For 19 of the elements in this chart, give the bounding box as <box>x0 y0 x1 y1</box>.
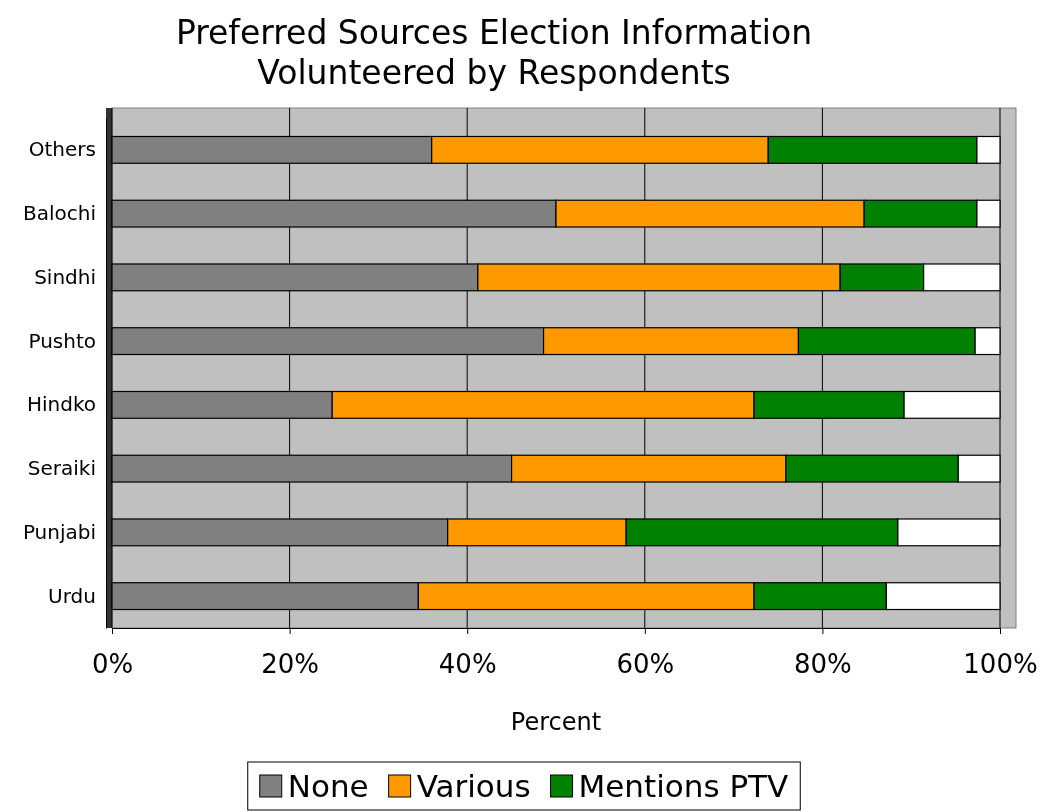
x-axis-title: Percent <box>510 708 602 736</box>
x-tick-label: 0% <box>91 649 134 680</box>
x-tick-label: 100% <box>963 649 1038 680</box>
y-tick-label: Others <box>28 137 96 162</box>
legend-label: Various <box>416 768 531 804</box>
y-tick-label: Pushto <box>28 328 96 353</box>
y-tick-label: Urdu <box>48 583 96 608</box>
legend-label: Mentions PTV <box>578 768 789 804</box>
y-tick-label: Punjabi <box>22 519 96 544</box>
x-tick-label: 20% <box>261 649 319 680</box>
legend-label: None <box>287 768 369 804</box>
y-tick-label: Balochi <box>23 201 96 226</box>
y-tick-label: Sindhi <box>34 264 96 289</box>
y-tick-label: Seraiki <box>27 456 96 481</box>
x-tick-label: 80% <box>794 649 852 680</box>
y-tick-label: Hindko <box>26 392 96 417</box>
x-tick-label: 40% <box>438 649 497 680</box>
x-tick-label: 60% <box>616 649 675 680</box>
chart-title: Preferred Sources Election Information Volunteered by Respondents <box>175 13 813 92</box>
